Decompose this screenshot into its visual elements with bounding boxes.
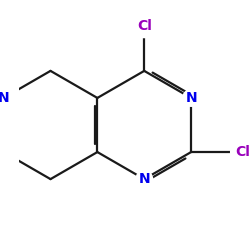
Circle shape [231, 140, 250, 164]
Text: N: N [0, 91, 10, 105]
Circle shape [136, 171, 152, 188]
Circle shape [0, 90, 12, 106]
Text: N: N [138, 172, 150, 186]
Circle shape [183, 90, 200, 106]
Text: N: N [185, 91, 197, 105]
Circle shape [132, 14, 156, 38]
Text: Cl: Cl [235, 145, 250, 159]
Text: Cl: Cl [137, 19, 152, 33]
